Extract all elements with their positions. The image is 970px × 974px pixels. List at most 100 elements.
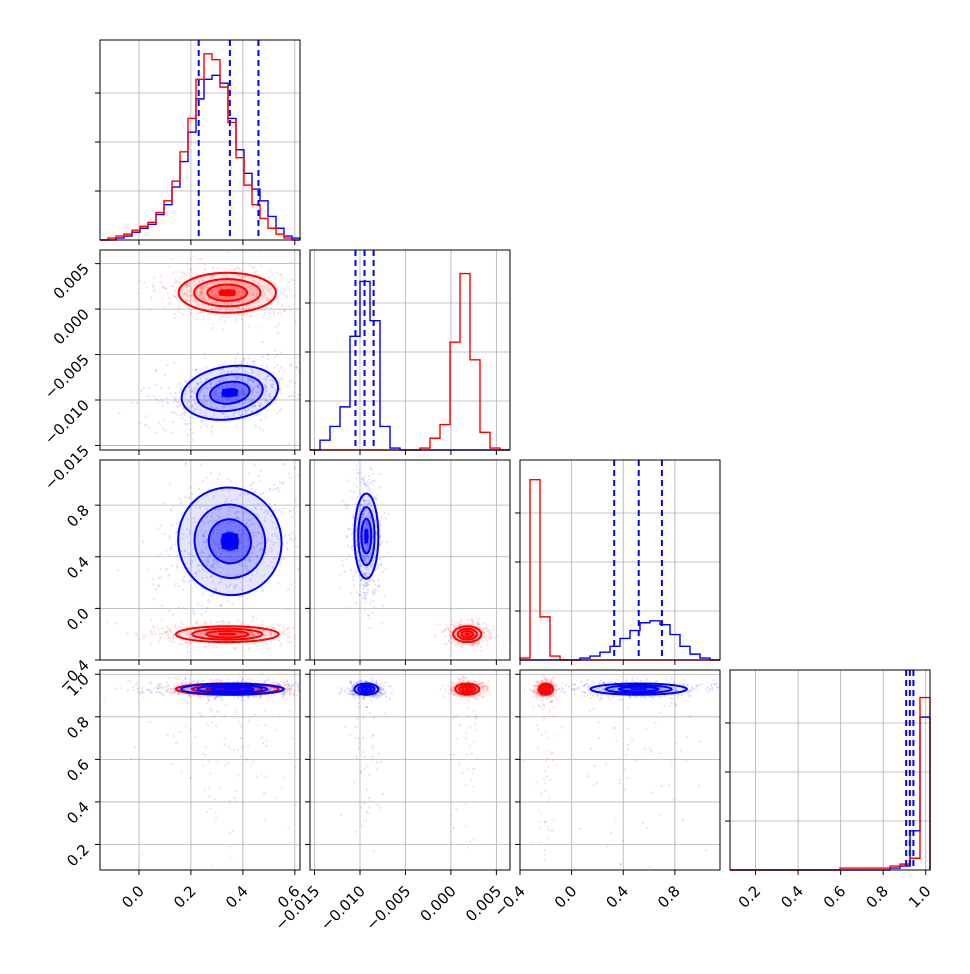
scatter-point-red [167,627,169,629]
scatter-point-blue [216,711,218,713]
scatter-point-red [487,640,489,642]
scatter-point-blue [141,691,143,693]
scatter-point-blue [217,364,219,366]
scatter-point-blue [204,357,206,359]
scatter-point-red [151,632,153,634]
scatter-point-blue [201,605,203,607]
scatter-point-blue [176,567,178,569]
scatter-point-red [258,680,260,682]
joint-content [84,231,338,450]
scatter-point-blue [186,642,188,644]
scatter-point-blue [240,737,242,739]
scatter-point-red [191,746,193,748]
scatter-point-blue [169,535,171,537]
scatter-point-blue [259,480,261,482]
scatter-point-red [137,292,139,294]
scatter-point-blue [189,487,191,489]
scatter-point-red [477,694,479,696]
scatter-point-red [270,307,272,309]
scatter-point-blue [172,689,174,691]
scatter-point-red [238,314,240,316]
scatter-point-red [161,298,163,300]
scatter-point-red [247,744,249,746]
scatter-point-blue [279,481,281,483]
scatter-point-blue [170,393,172,395]
scatter-point-red [226,252,228,254]
scatter-point-blue [237,352,239,354]
scatter-point-blue [302,492,304,494]
scatter-point-red [176,677,178,679]
scatter-point-blue [157,528,159,530]
scatter-point-blue [283,482,285,484]
scatter-point-blue [272,488,274,490]
scatter-point-red [273,314,275,316]
scatter-point-blue [243,358,245,360]
scatter-point-red [159,291,161,293]
scatter-point-red [238,721,240,723]
scatter-point-red [175,623,177,625]
scatter-point-red [324,281,326,283]
scatter-point-blue [232,640,234,642]
scatter-point-blue [285,691,287,693]
scatter-point-red [465,803,467,805]
scatter-point-red [207,313,209,315]
scatter-point-blue [375,499,377,501]
scatter-point-red [265,309,267,311]
scatter-point-blue [372,679,374,681]
scatter-point-blue [268,502,270,504]
scatter-point-blue [293,395,295,397]
scatter-point-red [288,305,290,307]
scatter-point-blue [351,533,353,535]
scatter-point-blue [178,585,180,587]
scatter-point-red [278,295,280,297]
scatter-point-blue [367,484,369,486]
scatter-point-red [497,634,499,636]
scatter-point-blue [297,394,299,396]
scatter-point-red [485,623,487,625]
scatter-point-red [451,620,453,622]
scatter-point-red [172,271,174,273]
scatter-point-red [485,686,487,688]
scatter-point-blue [307,379,309,381]
scatter-point-blue [373,717,375,719]
scatter-point-blue [130,758,132,760]
scatter-point-red [174,290,176,292]
scatter-point-blue [374,480,376,482]
scatter-point-red [451,642,453,644]
scatter-point-blue [150,681,152,683]
scatter-point-blue [362,491,364,493]
scatter-point-blue [174,691,176,693]
scatter-point-red [288,288,290,290]
scatter-point-red [168,636,170,638]
scatter-point-blue [377,804,379,806]
scatter-point-blue [173,412,175,414]
scatter-point-blue [140,390,142,392]
scatter-point-red [239,268,241,270]
scatter-point-red [187,626,189,628]
scatter-point-blue [355,602,357,604]
scatter-point-red [161,282,163,284]
scatter-point-blue [185,423,187,425]
scatter-point-blue [200,426,202,428]
scatter-point-blue [341,560,343,562]
scatter-point-red [250,315,252,317]
scatter-point-blue [292,539,294,541]
scatter-point-red [126,632,128,634]
scatter-point-red [150,630,152,632]
scatter-point-blue [262,591,264,593]
scatter-point-blue [302,682,304,684]
scatter-point-blue [236,426,238,428]
scatter-point-blue [260,470,262,472]
scatter-point-red [447,628,449,630]
scatter-point-blue [303,695,305,697]
scatter-point-blue [169,537,171,539]
scatter-point-red [478,680,480,682]
scatter-point-red [325,275,327,277]
scatter-point-blue [171,524,173,526]
scatter-point-red [288,631,290,633]
scatter-point-red [474,696,476,698]
scatter-point-red [319,693,321,695]
scatter-point-red [444,635,446,637]
scatter-point-red [453,754,455,756]
scatter-point-blue [175,413,177,415]
